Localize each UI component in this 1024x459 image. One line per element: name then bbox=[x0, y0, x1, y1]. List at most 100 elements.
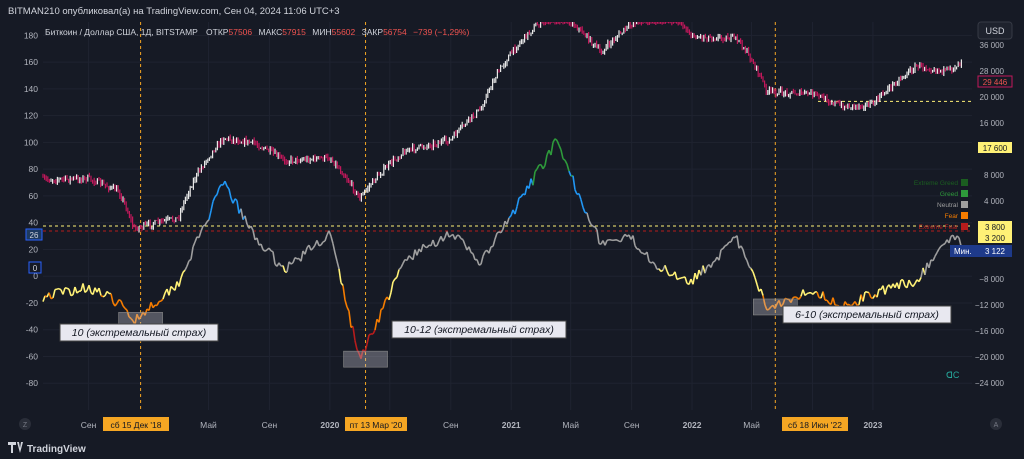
fear-greed-segment bbox=[722, 245, 726, 250]
fear-greed-segment bbox=[304, 247, 308, 255]
fear-greed-segment bbox=[592, 225, 596, 228]
fear-greed-segment bbox=[822, 291, 826, 301]
fear-greed-segment bbox=[616, 239, 620, 242]
fear-greed-segment bbox=[676, 277, 680, 281]
fear-greed-segment bbox=[650, 261, 654, 264]
fear-greed-segment bbox=[262, 249, 266, 252]
fear-greed-segment bbox=[876, 288, 880, 298]
legend-swatch bbox=[961, 190, 968, 197]
legend-swatch bbox=[961, 212, 968, 219]
fear-greed-segment bbox=[42, 295, 46, 302]
close-label: ЗАКР bbox=[362, 27, 384, 37]
level-price-text: 17 600 bbox=[983, 144, 1008, 153]
fear-greed-segment bbox=[648, 260, 652, 264]
fear-greed-segment bbox=[940, 244, 944, 247]
right-tick-label: 20 000 bbox=[980, 93, 1005, 102]
fear-greed-segment bbox=[260, 243, 264, 250]
fear-greed-segment bbox=[74, 286, 78, 294]
fear-greed-segment bbox=[292, 257, 296, 264]
fear-greed-segment bbox=[288, 261, 292, 265]
fear-greed-segment bbox=[344, 299, 348, 308]
fear-greed-segment bbox=[168, 286, 172, 296]
fear-greed-segment bbox=[634, 245, 638, 250]
fear-greed-segment bbox=[236, 200, 240, 214]
indicator-zero-text: 0 bbox=[33, 264, 38, 273]
fear-greed-segment bbox=[902, 279, 906, 287]
fear-greed-segment bbox=[212, 196, 216, 202]
fear-greed-segment bbox=[798, 295, 802, 300]
fear-greed-segment bbox=[76, 290, 80, 294]
left-tick-label: 160 bbox=[24, 57, 38, 67]
fear-greed-segment bbox=[398, 267, 402, 271]
fear-greed-segment bbox=[912, 283, 916, 288]
time-badge-2022-text: сб 18 Июн '22 bbox=[788, 420, 842, 430]
fear-greed-segment bbox=[678, 277, 682, 280]
fear-greed-segment bbox=[250, 225, 254, 231]
fear-greed-segment bbox=[556, 140, 560, 146]
fear-greed-segment bbox=[958, 237, 962, 247]
footer-logo[interactable]: TradingView bbox=[8, 442, 86, 455]
yellow-price-text: 3 800 bbox=[985, 223, 1006, 232]
currency-button[interactable]: USD bbox=[977, 21, 1013, 40]
fear-greed-segment bbox=[434, 244, 438, 248]
fear-greed-segment bbox=[324, 234, 328, 242]
left-tick-label: 20 bbox=[29, 244, 39, 254]
fear-greed-segment bbox=[534, 168, 538, 173]
legend-swatch bbox=[961, 179, 968, 186]
fear-greed-segment bbox=[382, 300, 386, 309]
min-label: Мин. bbox=[954, 247, 972, 256]
fear-greed-segment bbox=[118, 298, 122, 302]
fear-greed-segment bbox=[560, 149, 564, 159]
last-price-badge: 29 446 bbox=[977, 75, 1013, 88]
price-series bbox=[42, 22, 963, 233]
annotation-2020: 10-12 (экстремальный страх) bbox=[391, 320, 567, 339]
fear-greed-segment bbox=[234, 198, 238, 202]
fear-greed-segment bbox=[492, 238, 496, 247]
fear-greed-segment bbox=[346, 306, 350, 312]
fear-greed-segment bbox=[768, 306, 772, 310]
level-price-badge: 17 600 bbox=[978, 142, 1012, 153]
z-icon: Z bbox=[23, 422, 28, 429]
fear-greed-segment bbox=[710, 261, 714, 268]
fear-greed-segment bbox=[134, 314, 138, 325]
fear-greed-segment bbox=[416, 248, 420, 256]
scroll-left-button[interactable]: Z bbox=[19, 418, 31, 430]
fear-greed-segment bbox=[488, 246, 492, 254]
fear-greed-segment bbox=[208, 210, 212, 220]
fear-greed-segment bbox=[300, 250, 304, 262]
fear-greed-segment bbox=[558, 144, 562, 151]
fear-greed-segment bbox=[156, 301, 160, 306]
fear-greed-segment bbox=[744, 256, 748, 262]
yellow-price-badge-2: 3 200 bbox=[978, 232, 1012, 243]
fear-greed-segment bbox=[508, 215, 512, 219]
time-badge-2018-text: сб 15 Дек '18 bbox=[111, 420, 162, 430]
fear-greed-segment bbox=[244, 215, 248, 225]
legend-label: Neutral bbox=[937, 202, 959, 209]
indicator-zero-badge: 0 bbox=[28, 261, 42, 274]
fear-greed-segment bbox=[730, 237, 734, 243]
left-tick-label: 140 bbox=[24, 84, 38, 94]
fear-greed-segment bbox=[402, 259, 406, 264]
fear-greed-segment bbox=[48, 292, 52, 299]
right-tick-label: −16 000 bbox=[975, 327, 1005, 336]
fear-greed-segment bbox=[268, 247, 272, 252]
annotation-2022: 6-10 (экстремальный страх) bbox=[782, 305, 952, 324]
auto-scale-button[interactable]: A bbox=[990, 418, 1002, 430]
fear-greed-segment bbox=[88, 285, 92, 293]
fear-greed-segment bbox=[572, 175, 576, 190]
fear-greed-segment bbox=[340, 282, 344, 287]
fear-greed-segment bbox=[726, 241, 730, 246]
fear-greed-segment bbox=[782, 298, 786, 305]
fear-greed-segment bbox=[844, 301, 848, 306]
fear-greed-segment bbox=[870, 296, 874, 300]
fear-greed-segment bbox=[462, 239, 466, 246]
fear-greed-segment bbox=[294, 256, 298, 260]
fear-greed-segment bbox=[264, 249, 268, 252]
fear-greed-segment bbox=[310, 247, 314, 251]
fear-greed-segment bbox=[656, 268, 660, 271]
fear-greed-segment bbox=[218, 184, 222, 189]
indicator-value-text: 26 bbox=[30, 231, 39, 240]
legend-label: Extreme Greed bbox=[914, 180, 958, 187]
fear-greed-segment bbox=[150, 302, 154, 308]
